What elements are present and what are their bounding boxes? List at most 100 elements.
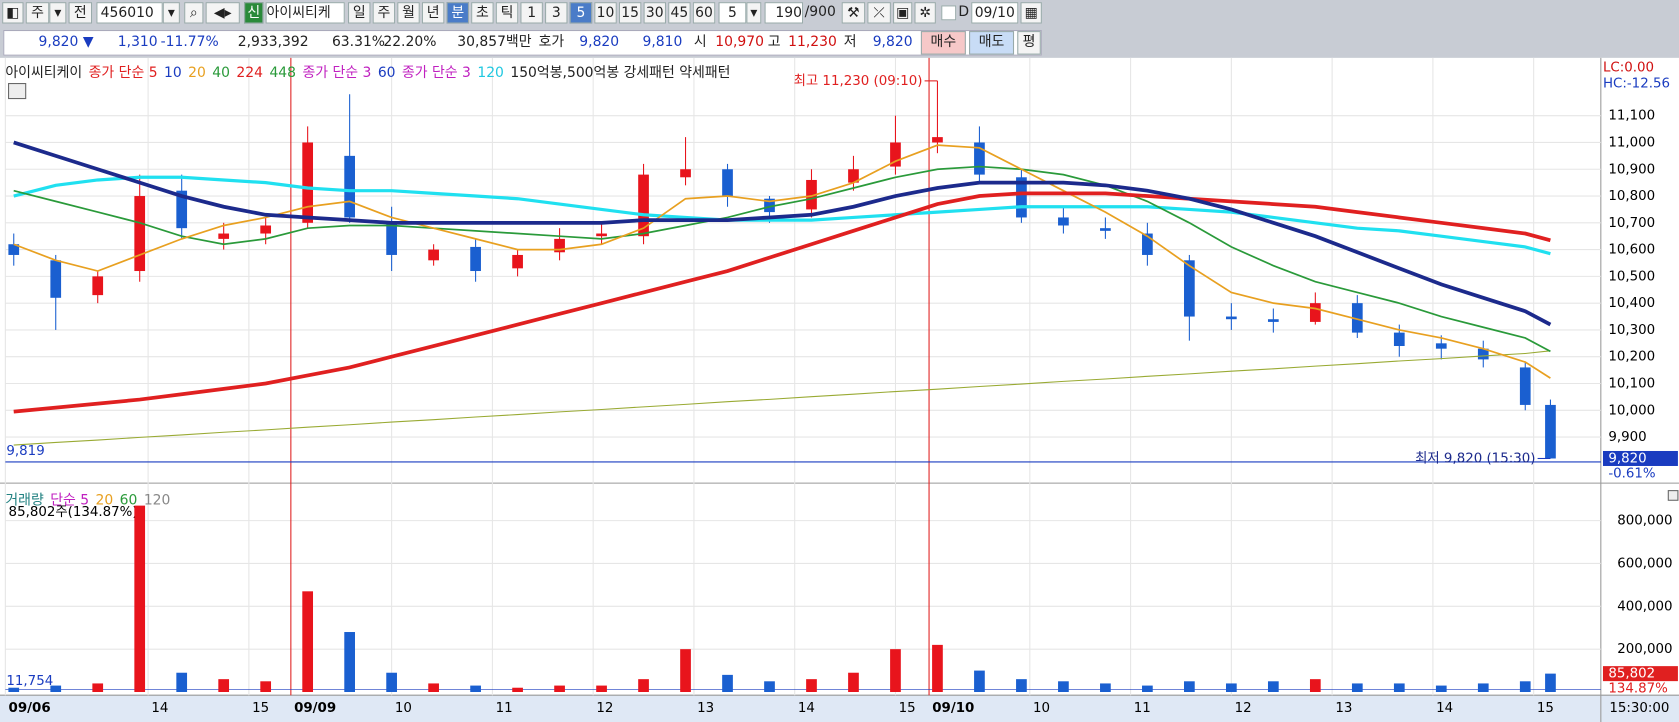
high-label: 고 — [767, 34, 781, 51]
legend-item[interactable]: 150억봉,500억봉 강세패턴 약세패턴 — [510, 65, 731, 82]
unit-button[interactable]: 주 — [372, 2, 396, 24]
volume-legend: 거래량 단순 5 20 60 120 — [5, 488, 176, 509]
volume-bar — [1267, 681, 1279, 693]
volume-bar — [1435, 685, 1447, 693]
avg-button[interactable]: 평 — [1017, 31, 1041, 55]
search-button[interactable]: ⌕ — [184, 2, 204, 24]
volume-bar — [1545, 673, 1556, 693]
unit-button[interactable]: 분 — [446, 2, 470, 24]
legend-item[interactable]: 단순 5 — [50, 492, 90, 509]
candle-body — [1309, 303, 1321, 322]
legend-item[interactable]: 10 — [163, 65, 182, 82]
volume-bar — [50, 685, 62, 693]
y-tick-label: 10,000 — [1608, 403, 1655, 418]
unit-button[interactable]: 초 — [471, 2, 494, 24]
interval-button[interactable]: 1 — [520, 2, 543, 24]
volume-bar — [260, 681, 272, 693]
lc-label: LC:0.00 — [1603, 60, 1654, 75]
count-input[interactable]: 190 — [764, 2, 804, 24]
volume-bar — [1142, 685, 1153, 693]
candle-body — [1142, 233, 1153, 255]
interval-button[interactable]: 5 — [569, 2, 593, 24]
dropdown[interactable]: ▾ — [746, 2, 762, 24]
hc-label: HC:-12.56 — [1603, 77, 1670, 92]
legend-item[interactable]: 20 — [95, 492, 114, 509]
y-tick-label: 10,100 — [1608, 376, 1655, 391]
interval-button[interactable]: 45 — [668, 2, 691, 24]
last-volume: 85,802 — [1608, 667, 1655, 682]
price: 9,820 ▼ — [38, 34, 94, 51]
interval-button[interactable]: 3 — [545, 2, 568, 24]
volume-bar — [386, 672, 397, 693]
legend-item[interactable]: 종가 단순 3 — [401, 65, 471, 82]
dropdown[interactable]: ▾ — [49, 2, 67, 24]
legend-item[interactable]: 60 — [377, 65, 396, 82]
legend-item[interactable]: 120 — [477, 65, 504, 82]
interval-button[interactable]: 10 — [594, 2, 617, 24]
moving-average — [13, 191, 1551, 414]
unit-button[interactable]: 년 — [421, 2, 445, 24]
close-icon[interactable] — [1667, 490, 1679, 501]
candle-body — [806, 179, 817, 210]
legend-item[interactable]: 아이씨티케이 — [5, 65, 83, 82]
interval-button[interactable]: 30 — [643, 2, 667, 24]
candle-body — [638, 174, 649, 237]
candle-body — [1225, 316, 1237, 320]
interval-button[interactable]: 15 — [618, 2, 642, 24]
menu-icon[interactable]: ◧ — [2, 2, 24, 24]
table-icon[interactable] — [8, 83, 27, 100]
low-label: 저 — [843, 34, 857, 51]
dropdown[interactable]: ▾ — [162, 2, 180, 24]
x-tick-label: 13 — [1335, 701, 1352, 716]
save-icon[interactable]: ▣ — [893, 2, 913, 24]
unit-button[interactable]: 월 — [397, 2, 420, 24]
sell-button[interactable]: 매도 — [969, 31, 1015, 55]
sound-button[interactable]: ◀▸ — [205, 2, 240, 24]
buy-button[interactable]: 매수 — [920, 31, 966, 55]
tool-icon[interactable]: ⚒ — [841, 2, 866, 24]
interval-input[interactable]: 5 — [718, 2, 747, 24]
legend-item[interactable]: 종가 단순 5 — [88, 65, 158, 82]
stock-name: 아이씨티케 — [265, 2, 345, 24]
y-tick-label: 10,300 — [1608, 323, 1655, 338]
prev-button[interactable]: 전 — [68, 2, 93, 24]
legend-item[interactable]: 40 — [212, 65, 231, 82]
change-pct: -11.77% — [160, 34, 219, 51]
moving-average — [13, 165, 1551, 353]
date-input[interactable]: 09/10 — [971, 2, 1019, 24]
settings-icon[interactable]: ✲ — [914, 2, 936, 24]
volume-bar — [1351, 683, 1363, 693]
legend-item[interactable]: 224 — [236, 65, 264, 82]
unit-button[interactable]: 일 — [348, 2, 371, 24]
unit-button[interactable]: 틱 — [495, 2, 519, 24]
volume-note: 85,802주(134.87%) — [9, 505, 138, 520]
y-tick-label: 600,000 — [1617, 556, 1672, 571]
legend-item[interactable]: 448 — [269, 65, 297, 82]
x-tick-label: 09/10 — [932, 701, 974, 716]
candle-body — [386, 222, 397, 255]
low: 9,820 — [872, 34, 913, 51]
candle-body — [1058, 217, 1069, 226]
y-tick-label: 800,000 — [1617, 514, 1672, 529]
tool-icon[interactable]: ⤫ — [867, 2, 891, 24]
legend-item[interactable]: 60 — [119, 492, 138, 509]
last-price: 9,820 — [1608, 451, 1646, 466]
turnover: 22.20% — [383, 34, 437, 51]
interval-button[interactable]: 60 — [692, 2, 716, 24]
period-select[interactable]: 주 — [25, 2, 50, 24]
candle-body — [1184, 260, 1195, 317]
legend-item[interactable]: 거래량 — [5, 492, 44, 509]
legend-item[interactable]: 20 — [188, 65, 206, 82]
y-tick-label: 11,000 — [1608, 135, 1655, 150]
volume-bar — [806, 679, 817, 693]
x-tick-label: 12 — [1235, 701, 1252, 716]
volume-bar — [1393, 683, 1405, 693]
vol-ratio: 63.31% — [331, 34, 386, 51]
calendar-icon[interactable]: ▦ — [1020, 2, 1042, 24]
volume-bar — [134, 505, 146, 693]
code-input[interactable]: 456010 — [96, 2, 163, 24]
volume-bar — [764, 681, 775, 693]
checkbox[interactable] — [941, 5, 957, 21]
legend-item[interactable]: 종가 단순 3 — [302, 65, 372, 82]
legend-item[interactable]: 120 — [143, 492, 171, 509]
